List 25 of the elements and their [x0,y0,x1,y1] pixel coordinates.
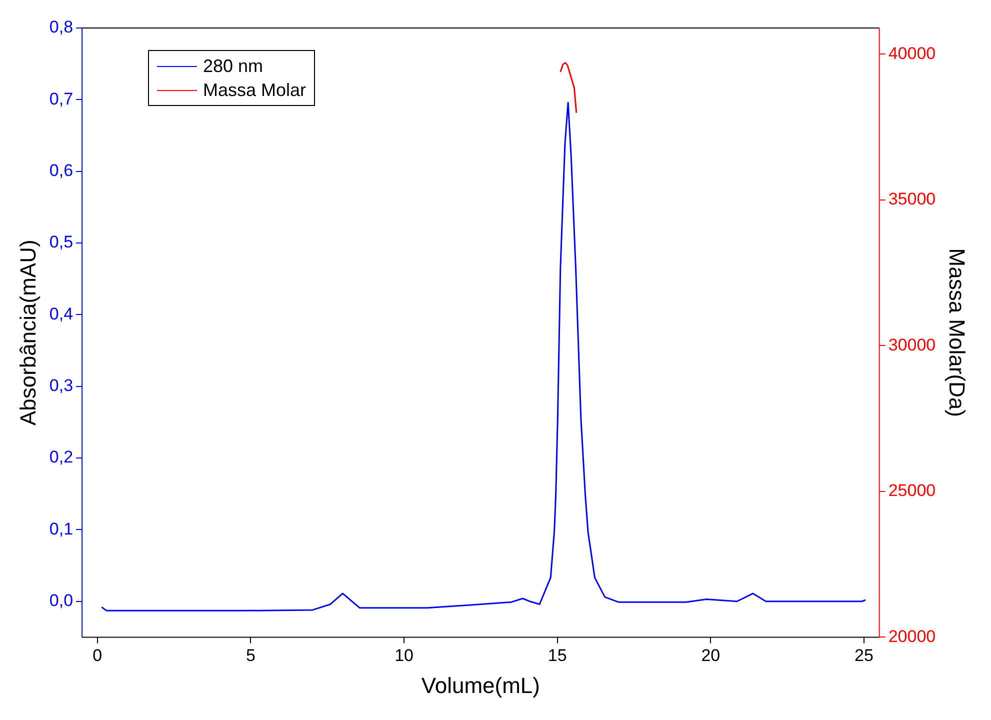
x-tick-label: 25 [854,646,874,666]
y2-axis-title: Massa Molar(Da) [944,248,970,417]
y2-tick-label: 20000 [888,626,936,646]
y2-tick-label: 40000 [888,44,936,63]
y2-tick-label: 25000 [888,481,936,500]
y-tick-label: 0,6 [49,161,74,180]
y2-tick-label: 30000 [888,335,936,354]
y-tick-label: 0,4 [49,304,74,324]
y-tick-label: 0,7 [49,89,74,108]
x-tick-label: 0 [92,646,102,666]
y2-tick-label: 35000 [888,190,936,209]
y-tick-label: 0,0 [49,591,74,610]
x-tick-label: 15 [548,646,567,666]
x-tick-label: 10 [394,646,414,666]
y-tick-label: 0,8 [49,18,74,37]
y-axis-title: Absorbância(mAU) [15,240,40,426]
x-axis-title: Volume(mL) [421,672,540,698]
y-tick-label: 0,1 [49,519,74,538]
y-tick-label: 0,2 [49,448,74,467]
x-tick-label: 5 [246,646,256,666]
x-tick-label: 20 [701,646,720,666]
y-tick-label: 0,5 [49,232,74,252]
legend-label: Massa Molar [203,79,306,102]
legend-label: 280 nm [203,55,264,78]
y-tick-label: 0,3 [49,376,74,396]
